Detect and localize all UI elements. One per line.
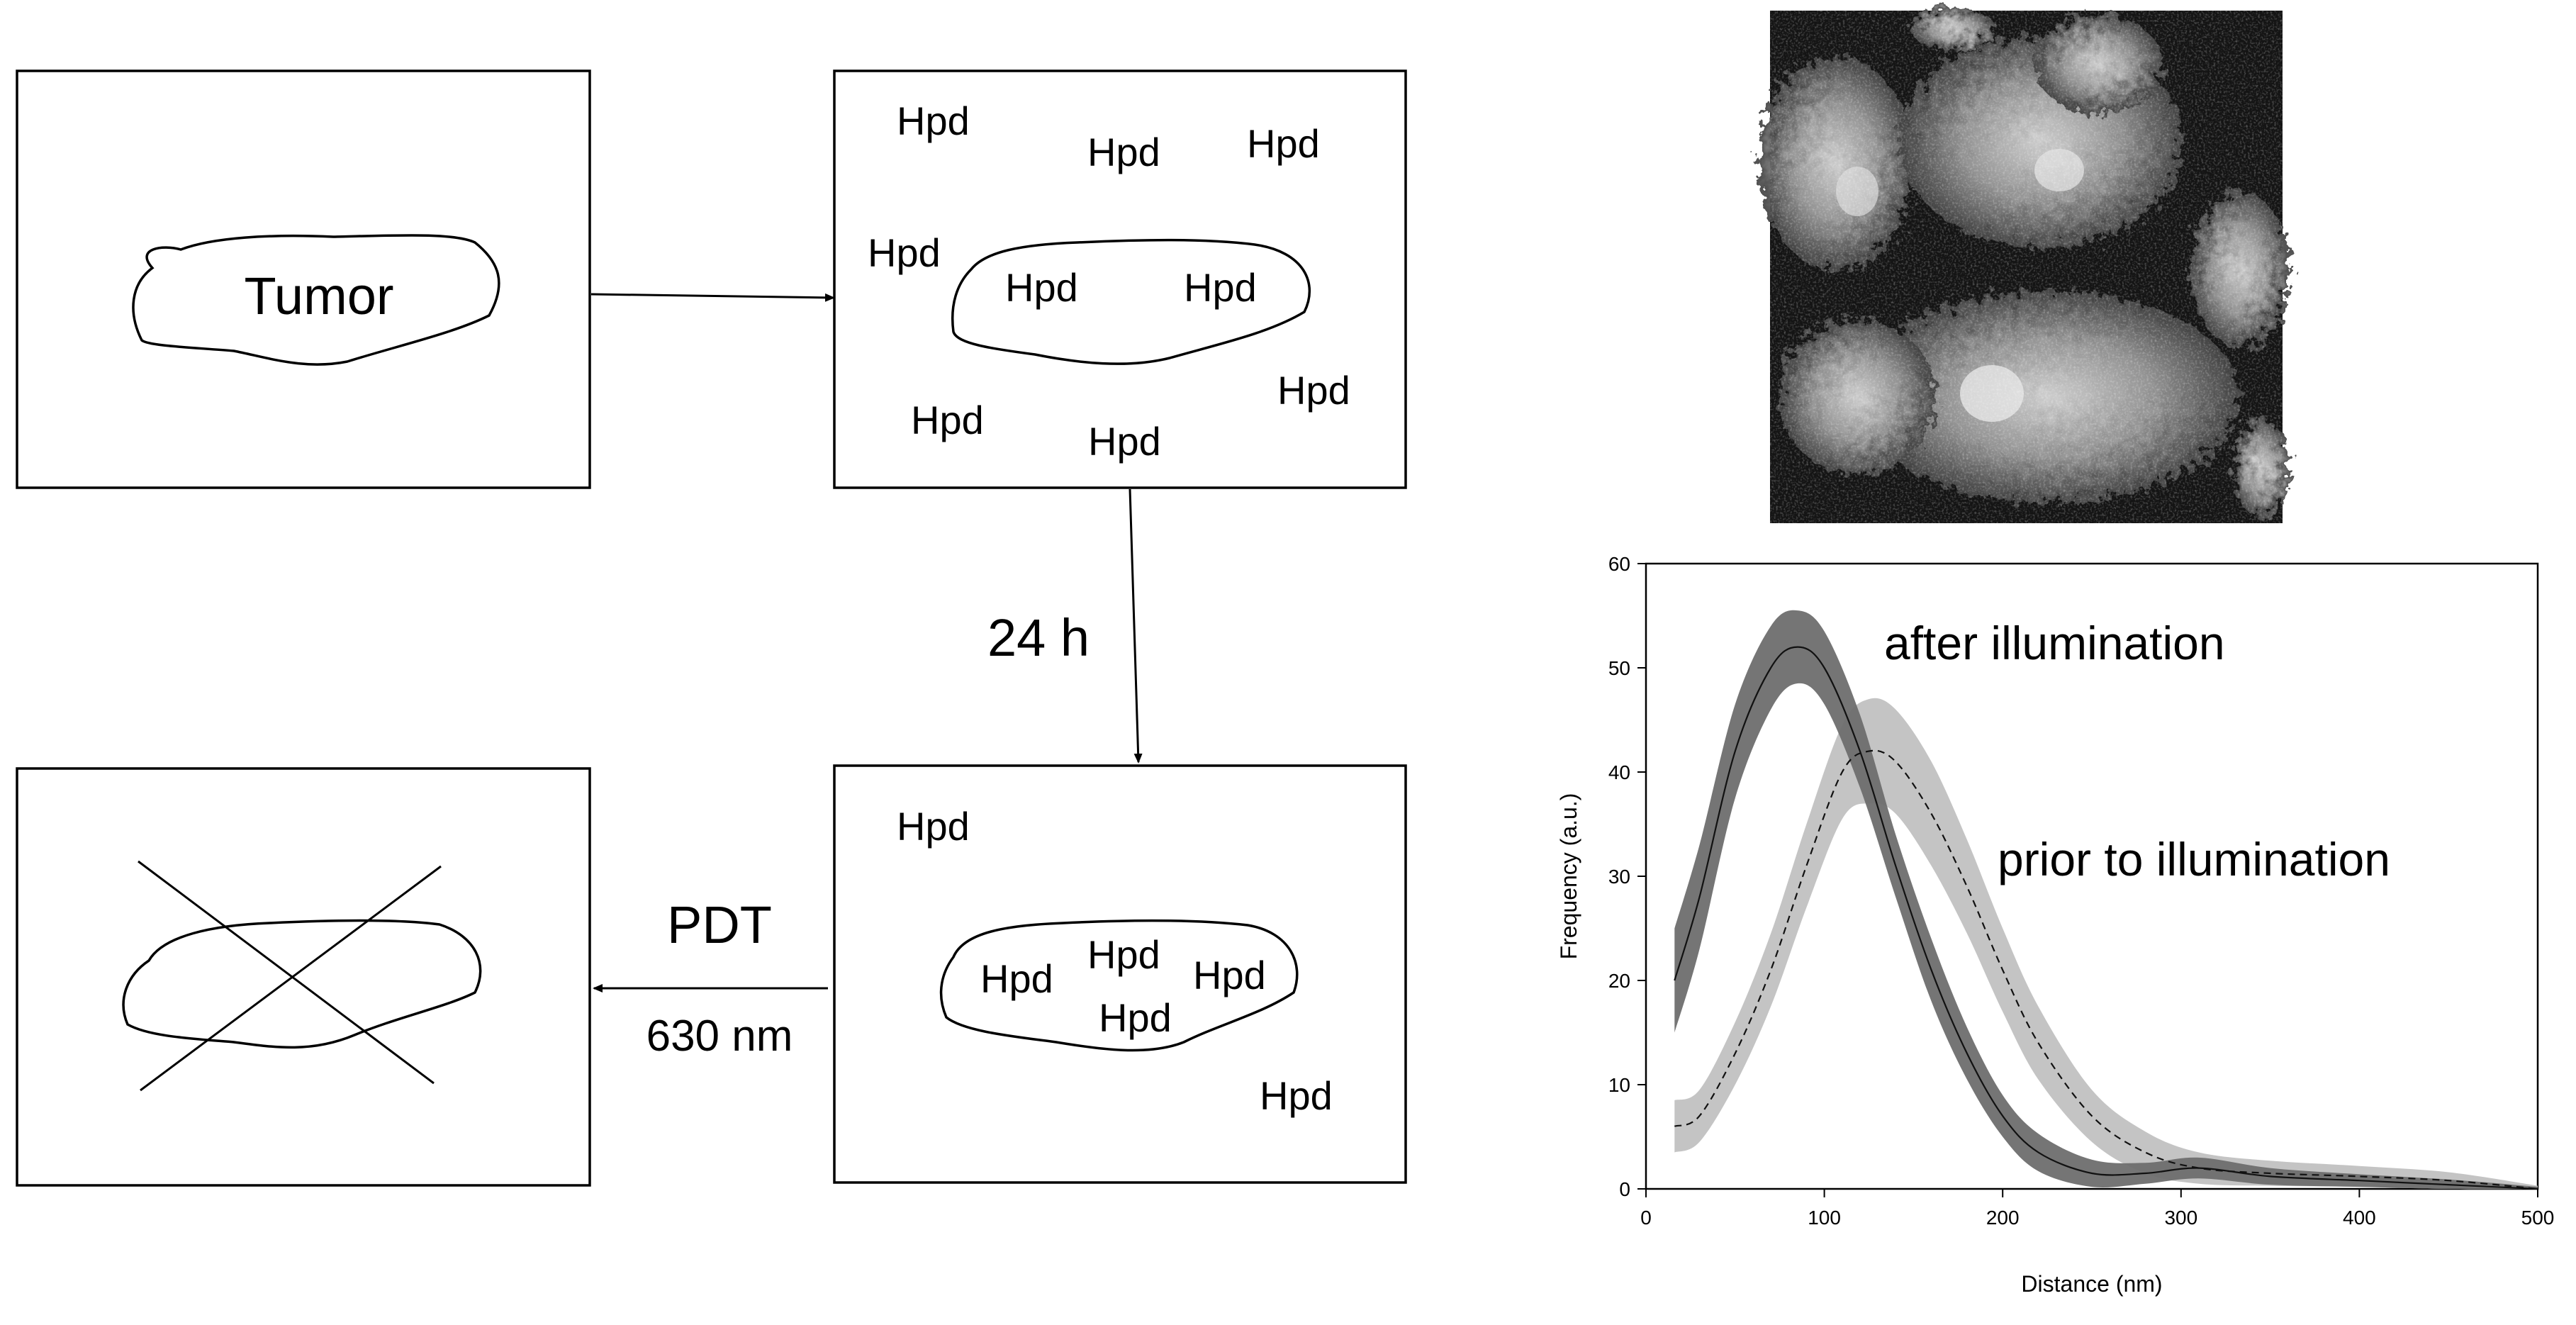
y-tick-label: 50 [1608,657,1630,679]
hpd-label: Hpd [1005,265,1078,310]
series-line-after [1674,646,2538,1190]
confidence-band-after [1674,610,2538,1190]
pdt-label: PDT [667,895,772,954]
y-tick-label: 60 [1608,553,1630,575]
panel-tumor-destroyed-frame [16,767,591,1187]
hpd-label: Hpd [1184,265,1257,310]
tumor-outline-3 [939,919,1299,1052]
series-label-prior: prior to illumination [1998,833,2390,885]
panel-tumor: Tumor [16,69,591,489]
panel-hpd-accumulated-frame [833,764,1407,1184]
tumor-outline-2 [951,238,1311,365]
hpd-label: Hpd [1260,1073,1333,1118]
arrow-to-injection [590,293,835,302]
confidence-band-prior [1674,698,2538,1190]
hpd-label: Hpd [911,398,984,442]
cross-line-2 [140,865,442,1092]
panel-tumor-destroyed [16,767,591,1187]
hpd-label: Hpd [980,956,1053,1001]
y-tick-label: 10 [1608,1074,1630,1096]
x-axis-title: Distance (nm) [2021,1271,2162,1297]
x-tick-label: 200 [1986,1207,2020,1229]
panel-tumor-frame [16,69,591,489]
hpd-label: Hpd [1247,121,1320,166]
x-tick-label: 0 [1640,1207,1652,1229]
hpd-label: Hpd [1277,368,1350,413]
tumor-outline [132,234,500,366]
hpd-label: Hpd [1193,953,1266,997]
wavelength-label: 630 nm [646,1012,793,1061]
cell-micrograph-image [1758,7,2290,523]
x-tick-label: 500 [2521,1207,2555,1229]
y-tick-label: 20 [1608,970,1630,992]
y-tick-label: 0 [1619,1178,1630,1200]
hpd-label: Hpd [1087,932,1160,977]
x-tick-label: 400 [2343,1207,2376,1229]
hpd-label: Hpd [897,804,970,849]
cross-line-1 [138,860,435,1085]
panel-hpd-accumulated: Hpd Hpd Hpd Hpd Hpd Hpd [833,764,1407,1184]
x-tick-label: 100 [1808,1207,1841,1229]
hpd-label: Hpd [1087,130,1160,174]
panel-hpd-injected: Hpd Hpd Hpd Hpd Hpd Hpd Hpd Hpd Hpd [833,69,1407,489]
tumor-label: Tumor [244,267,393,325]
series-label-after: after illumination [1884,617,2225,669]
hpd-label: Hpd [868,230,941,275]
y-tick-label: 40 [1608,761,1630,783]
y-axis-title: Frequency (a.u.) [1556,793,1581,960]
distance-frequency-chart: 0 100 200 300 400 500 0 10 20 30 40 50 60 Distance (… [1556,553,2554,1297]
hpd-label: Hpd [1088,419,1161,464]
hpd-label: Hpd [1099,995,1172,1040]
series-line-prior [1674,749,2538,1190]
incubation-time-label: 24 h [987,608,1090,667]
tumor-outline-4 [122,919,482,1049]
hpd-label: Hpd [897,99,970,143]
x-tick-label: 300 [2164,1207,2197,1229]
arrow-24h [1129,488,1143,764]
panel-hpd-injected-frame [833,69,1407,489]
y-tick-label: 30 [1608,866,1630,888]
